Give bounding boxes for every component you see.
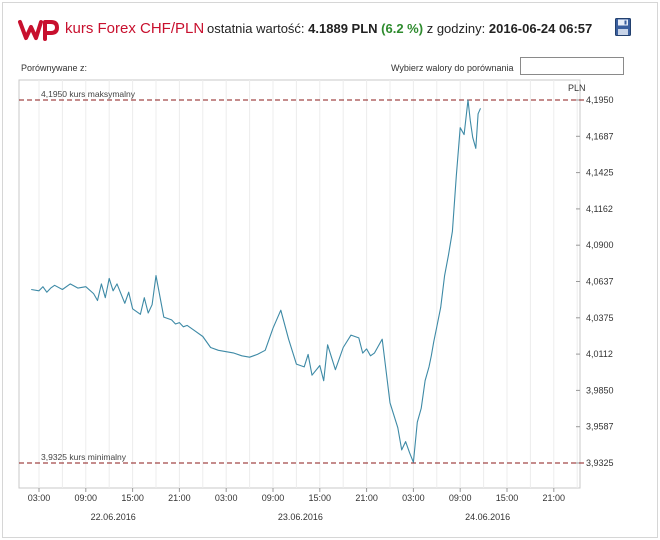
chart-title[interactable]: kurs Forex CHF/PLN — [65, 20, 205, 37]
wp-logo-icon — [18, 20, 59, 41]
price-series-line — [31, 99, 482, 463]
time-value: 2016-06-24 06:57 — [488, 21, 593, 36]
y-tick-label: 4,0375 — [586, 313, 614, 323]
x-tick-label: 21:00 — [168, 493, 191, 503]
change-percent: (6.2 %) — [381, 21, 424, 36]
x-tick-label: 15:00 — [496, 493, 519, 503]
last-value-line: ostatnia wartość: 4.1889 PLN (6.2 %) z g… — [207, 21, 592, 36]
max-label: 4,1950 kurs maksymalny — [41, 89, 136, 99]
x-tick-label: 09:00 — [75, 493, 98, 503]
min-label: 3,9325 kurs minimalny — [41, 452, 127, 462]
pick-securities-label: Wybierz walory do porównania — [391, 63, 514, 73]
last-value: 4.1889 PLN — [308, 21, 378, 36]
x-tick-label: 03:00 — [215, 493, 238, 503]
x-tick-label: 03:00 — [28, 493, 51, 503]
y-tick-label: 3,9325 — [586, 458, 614, 468]
price-chart: 4,1950 4,1687 4,1425 4,1162 4,0900 4,0637 4,03… — [18, 79, 614, 522]
x-tick-label: 21:00 — [543, 493, 566, 503]
chart-header: kurs Forex CHF/PLN ostatnia wartość: 4.1… — [17, 15, 637, 45]
date-label: 22.06.2016 — [91, 512, 136, 522]
x-tick-label: 15:00 — [309, 493, 332, 503]
floppy-disk-icon[interactable] — [615, 18, 631, 36]
x-tick-label: 15:00 — [121, 493, 144, 503]
date-label: 24.06.2016 — [465, 512, 510, 522]
compared-with-label: Porównywane z: — [21, 63, 88, 73]
y-unit-label: PLN — [568, 83, 586, 93]
y-tick-label: 4,1950 — [586, 95, 614, 105]
y-tick-label: 3,9587 — [586, 422, 614, 432]
y-tick-label: 4,1425 — [586, 168, 614, 178]
plot-area — [18, 79, 581, 489]
x-tick-label: 09:00 — [262, 493, 285, 503]
time-label: z godziny: — [426, 21, 486, 36]
y-tick-label: 3,9850 — [586, 385, 614, 395]
y-tick-label: 4,1687 — [586, 131, 614, 141]
compare-input[interactable] — [520, 57, 624, 75]
x-tick-label: 21:00 — [355, 493, 378, 503]
y-tick-label: 4,0900 — [586, 240, 614, 250]
x-tick-label: 03:00 — [402, 493, 425, 503]
y-tick-label: 4,1162 — [586, 204, 613, 214]
y-tick-label: 4,0112 — [586, 349, 613, 359]
last-value-label: ostatnia wartość: — [207, 21, 305, 36]
date-label: 23.06.2016 — [278, 512, 323, 522]
y-tick-label: 4,0637 — [586, 277, 614, 287]
x-tick-label: 09:00 — [449, 493, 472, 503]
